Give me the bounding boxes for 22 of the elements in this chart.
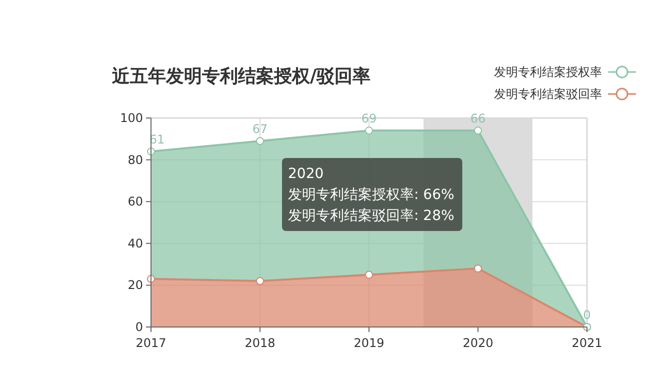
legend-label: 发明专利结案授权率: [494, 65, 602, 79]
annotation: 2020: [288, 166, 324, 182]
x-tick-label: 2020: [462, 336, 494, 350]
y-tick-label: 80: [128, 152, 143, 167]
chart-title: 近五年发明专利结案授权/驳回率: [111, 66, 371, 87]
data-label: 0: [583, 308, 591, 322]
x-tick-label: 2021: [572, 336, 602, 350]
data-label: 66: [470, 112, 486, 126]
data-label: 67: [252, 122, 268, 136]
x-tick-label: 2019: [354, 336, 384, 350]
y-tick-label: 100: [120, 111, 143, 125]
y-tick-label: 60: [128, 194, 143, 209]
tooltip: 2020 发明专利结案授权率: 66% 发明专利结案驳回率: 28%: [282, 158, 462, 231]
x-tick-label: 2018: [244, 336, 276, 350]
data-label: 69: [361, 112, 377, 126]
annotation: 发明专利结案授权率: 66%: [288, 186, 454, 203]
y-tick-label: 0: [135, 320, 143, 334]
y-tick-label: 20: [128, 278, 143, 292]
legend-label: 发明专利结案驳回率: [494, 87, 602, 101]
x-tick-label: 2017: [136, 336, 166, 350]
annotation: 发明专利结案驳回率: 28%: [288, 207, 454, 224]
y-tick-label: 40: [128, 236, 143, 250]
